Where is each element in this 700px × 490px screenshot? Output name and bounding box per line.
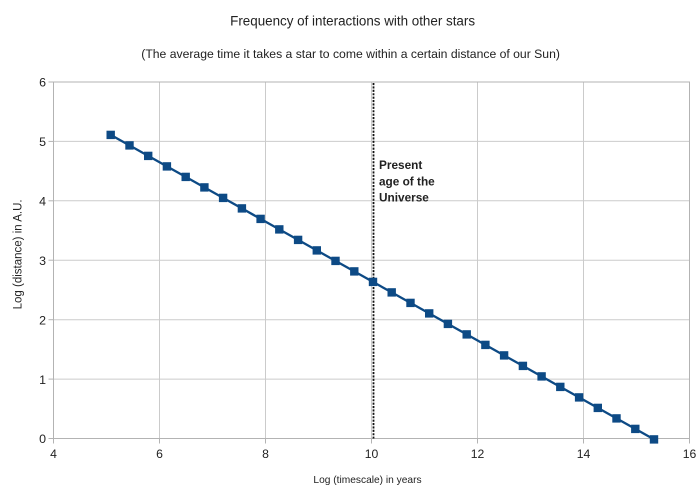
svg-text:4: 4 xyxy=(39,195,46,209)
svg-text:2: 2 xyxy=(39,313,46,327)
svg-text:16: 16 xyxy=(683,447,697,461)
svg-text:Present: Present xyxy=(379,158,422,172)
svg-text:age of the: age of the xyxy=(379,175,435,189)
svg-text:4: 4 xyxy=(50,447,57,461)
svg-text:8: 8 xyxy=(262,447,269,461)
svg-text:Frequency of interactions with: Frequency of interactions with other sta… xyxy=(230,13,475,28)
svg-text:Log (distance) in A.U.: Log (distance) in A.U. xyxy=(12,199,24,309)
svg-text:12: 12 xyxy=(471,447,485,461)
svg-text:14: 14 xyxy=(577,447,591,461)
svg-text:6: 6 xyxy=(156,447,163,461)
svg-text:Universe: Universe xyxy=(379,191,429,205)
svg-text:1: 1 xyxy=(39,373,46,387)
svg-text:6: 6 xyxy=(39,76,46,90)
svg-text:3: 3 xyxy=(39,254,46,268)
svg-text:Log (timescale) in years: Log (timescale) in years xyxy=(313,475,421,486)
svg-text:10: 10 xyxy=(365,447,379,461)
svg-text:(The average time it takes a s: (The average time it takes a star to com… xyxy=(141,47,560,61)
svg-text:5: 5 xyxy=(39,135,46,149)
svg-text:0: 0 xyxy=(39,432,46,446)
